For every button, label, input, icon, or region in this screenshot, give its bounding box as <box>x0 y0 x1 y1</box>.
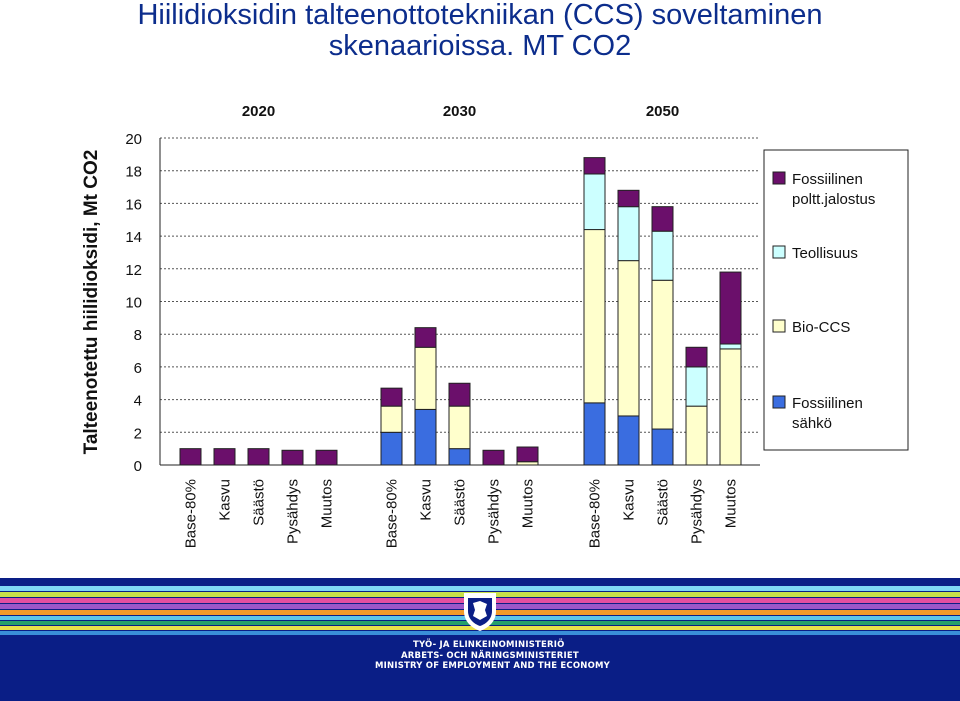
bar-segment <box>719 271 742 345</box>
bar-segment <box>448 382 471 407</box>
bar-segment <box>617 189 640 208</box>
bar-segment <box>179 448 202 466</box>
y-tick-label: 0 <box>134 458 142 475</box>
bar-segment <box>281 449 304 466</box>
legend-swatch <box>772 171 786 185</box>
bar-segment <box>414 408 437 466</box>
x-tick-label: Kasvu <box>621 479 638 521</box>
ministry-name-sv: ARBETS- OCH NÄRINGSMINISTERIET <box>401 651 579 661</box>
bar-segment <box>414 327 437 348</box>
y-tick-label: 10 <box>125 295 142 312</box>
x-tick-label: Base-80% <box>384 479 401 548</box>
x-tick-label: Säästö <box>251 479 268 526</box>
legend-box <box>763 149 909 451</box>
group-label: 2030 <box>443 103 476 120</box>
x-tick-label: Muutos <box>520 479 537 528</box>
x-tick-label: Muutos <box>319 479 336 528</box>
y-tick-label: 4 <box>134 393 142 410</box>
x-tick-label: Base-80% <box>183 479 200 548</box>
bar-segment <box>685 346 708 368</box>
bar-segment <box>380 431 403 466</box>
y-tick-label: 6 <box>134 360 142 377</box>
y-tick-label: 16 <box>125 196 142 213</box>
bar-segment <box>617 260 640 417</box>
legend-swatch <box>772 245 786 259</box>
y-tick-label: 8 <box>134 327 142 344</box>
x-tick-label: Pysähdys <box>486 479 503 544</box>
legend-label: Teollisuus <box>792 245 858 262</box>
finland-coat-of-arms-logo <box>458 589 502 633</box>
legend-label: Fossiilinen <box>792 171 863 188</box>
legend-swatch <box>772 319 786 333</box>
y-tick-label: 2 <box>134 425 142 442</box>
bar-segment <box>617 206 640 262</box>
ministry-name-fi: TYÖ- JA ELINKEINOMINISTERIÖ <box>413 640 565 650</box>
slide-title: Hiilidioksidin talteenottotekniikan (CCS… <box>0 0 960 62</box>
bar-segment <box>414 346 437 410</box>
bar-segment <box>685 366 708 407</box>
bar-segment <box>247 448 270 466</box>
bar-segment <box>685 405 708 466</box>
legend-label: poltt.jalostus <box>792 191 875 208</box>
slide-title-line-2: skenaarioissa. MT CO2 <box>328 30 632 62</box>
bar-segment <box>617 415 640 466</box>
y-axis-label: Talteenotettu hiilidioksidi, Mt CO2 <box>81 150 102 455</box>
bar-segment <box>651 428 674 466</box>
x-tick-label: Säästö <box>655 479 672 526</box>
group-label: 2020 <box>242 103 275 120</box>
group-label: 2050 <box>646 103 679 120</box>
bar-segment <box>583 157 606 175</box>
legend-label: sähkö <box>792 415 832 432</box>
bar-segment <box>719 343 742 350</box>
bar-segment <box>719 348 742 466</box>
y-tick-label: 12 <box>125 262 142 279</box>
bar-segment <box>315 449 338 466</box>
legend-swatch <box>772 395 786 409</box>
stacked-bar-chart: 0 2 4 6 8 10 12 14 16 18 20 Talteenotettu hiilidiok… <box>81 103 909 548</box>
bar-segment <box>380 405 403 433</box>
footer-stripe <box>0 586 960 591</box>
slide-title-line-1: Hiilidioksidin talteenottotekniikan (CCS… <box>137 0 823 31</box>
bar-segment <box>448 448 471 466</box>
bar-segment <box>380 387 403 407</box>
bar-segment <box>651 206 674 232</box>
x-tick-label: Base-80% <box>587 479 604 548</box>
x-tick-label: Kasvu <box>217 479 234 521</box>
x-tick-label: Muutos <box>723 479 740 528</box>
y-tick-label: 14 <box>125 229 142 246</box>
y-tick-label: 18 <box>125 164 142 181</box>
bar-segment <box>213 448 236 466</box>
bar-segment <box>448 405 471 450</box>
x-tick-label: Säästö <box>452 479 469 526</box>
bar-segment <box>583 173 606 231</box>
bar-segment <box>516 446 539 463</box>
x-tick-label: Pysähdys <box>285 479 302 544</box>
x-tick-label: Kasvu <box>418 479 435 521</box>
ministry-name-en: MINISTRY OF EMPLOYMENT AND THE ECONOMY <box>375 661 611 671</box>
x-tick-label: Pysähdys <box>689 479 706 544</box>
y-tick-label: 20 <box>125 131 142 148</box>
bar-segment <box>651 230 674 281</box>
footer-stripe <box>0 631 960 635</box>
legend-label: Bio-CCS <box>792 319 850 336</box>
legend-label: Fossiilinen <box>792 395 863 412</box>
bar-segment <box>583 229 606 404</box>
bar-segment <box>482 449 505 466</box>
bar-segment <box>651 279 674 430</box>
bar-segment <box>583 402 606 466</box>
